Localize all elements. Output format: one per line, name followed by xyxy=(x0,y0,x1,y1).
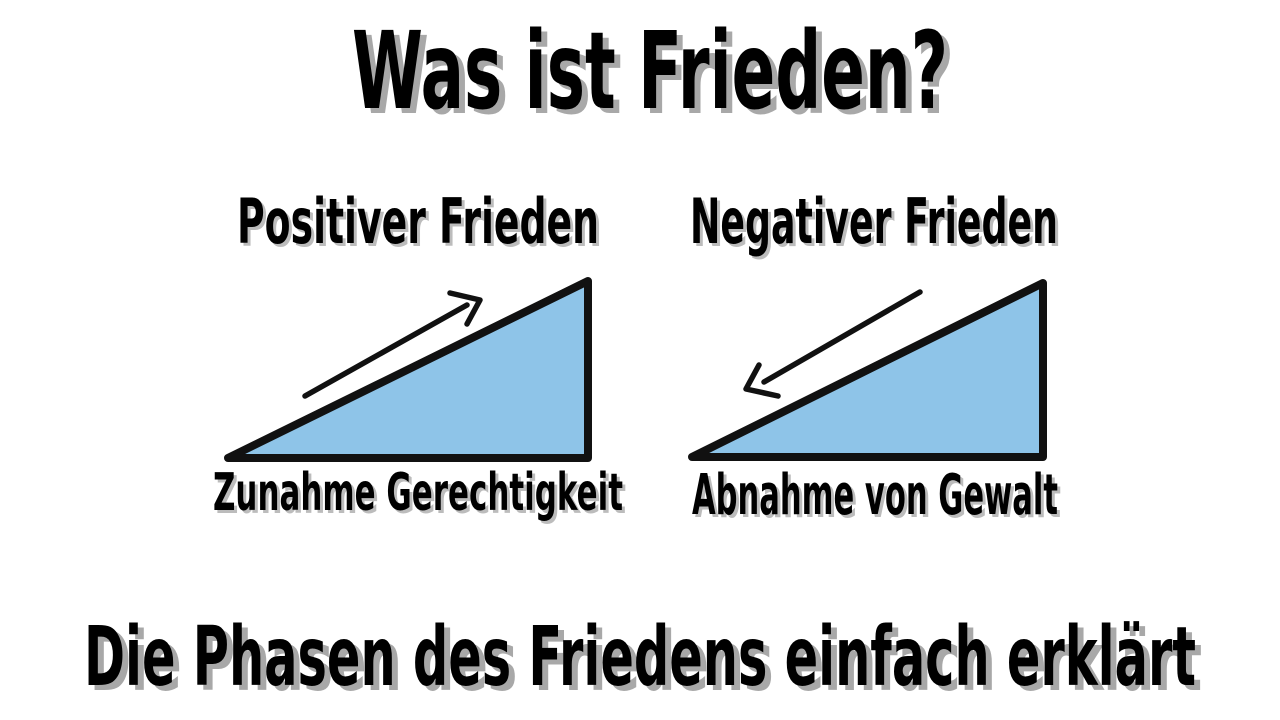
arrow-up-right-icon xyxy=(302,290,483,399)
negative-peace-triangle xyxy=(688,279,1047,461)
positive-peace-triangle xyxy=(224,277,592,462)
positive-peace-caption: Zunahme Gerechtigkeit xyxy=(213,463,623,523)
negative-peace-caption: Abnahme von Gewalt xyxy=(692,463,1058,528)
arrow-down-left-shaft xyxy=(761,289,923,385)
page-title: Was ist Frieden? xyxy=(352,10,948,134)
arrow-down-left-head xyxy=(743,362,781,399)
arrow-up-right-shaft xyxy=(302,302,470,399)
page-subtitle: Die Phasen des Friedens einfach erklärt xyxy=(84,610,1196,705)
negative-peace-diagram: Negativer Frieden Abnahme von Gewalt xyxy=(688,185,1058,528)
arrow-down-left-icon xyxy=(743,289,923,399)
positive-peace-diagram: Positiver Frieden Zunahme Gerechtigkeit xyxy=(213,185,623,523)
positive-peace-label: Positiver Frieden xyxy=(237,185,599,258)
arrow-up-right-head xyxy=(447,290,483,327)
negative-peace-label: Negativer Frieden xyxy=(690,185,1058,258)
